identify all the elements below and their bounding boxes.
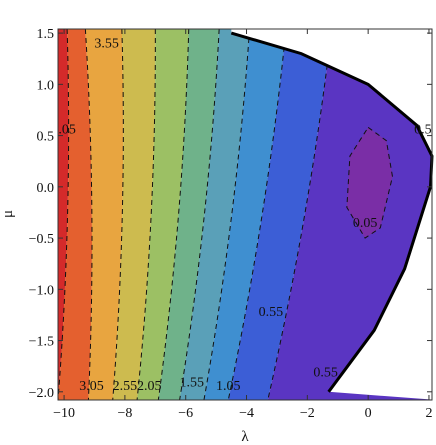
contour-label: 1.55 (180, 376, 205, 391)
y-tick-label: −1.0 (29, 283, 54, 298)
contour-line (58, 29, 70, 400)
contour-band (85, 29, 124, 400)
contour-label: 0.55 (313, 365, 338, 380)
contour-line (203, 29, 251, 400)
contour-line (267, 29, 333, 400)
contour-label: 1.05 (216, 379, 241, 394)
x-tick-label: −8 (117, 406, 132, 421)
contour-band (58, 29, 93, 400)
contour-band (179, 29, 250, 400)
x-tick-label: −6 (178, 406, 193, 421)
y-tick-label: 1.0 (37, 78, 55, 93)
contour-line (84, 29, 93, 400)
inner-minimum-region (346, 126, 393, 239)
contour-line (179, 29, 220, 400)
axis-ticks: −10 −8 −6 −4 −2 0 2 1.5 1.0 0.5 0.0 −0.5 −1.0 −1.5 −2.… (29, 27, 433, 421)
boundary-curve (230, 31, 434, 393)
inner-region-shape (346, 126, 393, 239)
contour-band (158, 29, 220, 400)
x-tick-label: −4 (239, 406, 254, 421)
contour-label: 2.55 (113, 379, 138, 394)
x-tick-label: 0 (365, 406, 372, 421)
contour-band (137, 29, 189, 400)
x-tick-label: −2 (300, 406, 315, 421)
y-tick-label: −0.5 (29, 232, 54, 247)
plot-frame (57, 28, 433, 401)
contour-band (228, 29, 332, 400)
x-tick-label: −10 (53, 406, 75, 421)
contour-line (227, 29, 287, 400)
y-tick-label: −2.0 (29, 386, 54, 401)
contour-label: 0.5 (414, 123, 432, 138)
outside-domain (231, 24, 436, 400)
contour-label: 0.05 (353, 216, 378, 231)
contour-label: 0.55 (259, 305, 284, 320)
x-tick-label: 2 (425, 406, 432, 421)
y-tick-label: 1.5 (37, 27, 55, 42)
contour-line (112, 29, 124, 400)
y-axis-title: μ (0, 210, 16, 218)
contour-label: 2.05 (137, 379, 162, 394)
contour-line (157, 29, 190, 400)
contour-labels: 3.55 .05 3.05 2.55 2.05 1.55 1.05 0.55 0.55 0.05 0… (58, 36, 431, 393)
contour-band (203, 29, 287, 400)
y-tick-label: 0.5 (37, 130, 55, 145)
y-tick-label: 0.0 (37, 181, 55, 196)
y-tick-label: −1.5 (29, 335, 54, 350)
contour-line (136, 29, 156, 400)
contour-label: 3.05 (79, 379, 104, 394)
contour-band (58, 29, 69, 400)
domain-boundary (230, 24, 436, 400)
contour-lines (58, 29, 333, 400)
x-axis-title: λ (241, 429, 249, 445)
contour-label: 3.55 (94, 36, 119, 51)
contour-label: .05 (58, 123, 76, 138)
